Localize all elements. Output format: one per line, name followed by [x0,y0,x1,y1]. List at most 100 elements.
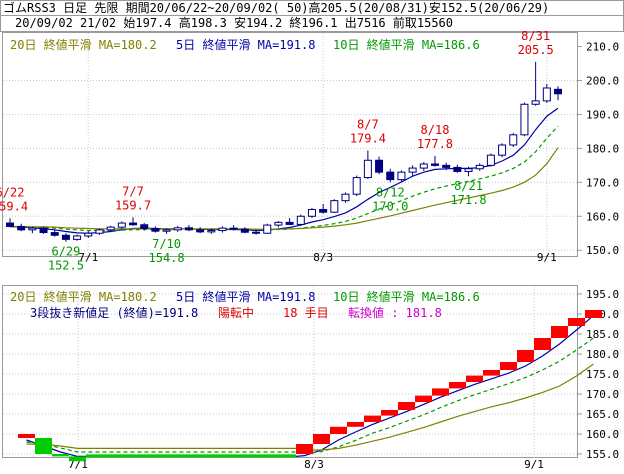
up-brick [517,350,534,362]
bottom-plot-frame [2,285,578,458]
top-y-tick-label: 170.0 [586,176,619,189]
candle-body [375,159,384,173]
candle-body [475,164,484,170]
bottom-legend-ma10: 10日 終値平滑 MA=186.6 [333,289,480,304]
bottom-ma-line-0 [26,315,594,457]
candlesticks [6,61,562,242]
bottom-x-tick-label: 7/1 [68,458,88,471]
switch-value: 転換値 : 181.8 [348,305,442,320]
brick-count: 18 手目 [283,306,329,320]
candle-body [6,222,14,227]
high-value-label: 179.4 [350,131,386,145]
price-annotations: 6/22159.47/7159.78/7179.48/18177.88/3120… [0,29,554,273]
candle-body [50,232,59,236]
up-brick [568,318,585,326]
up-brick [313,434,330,444]
candle-body [330,200,339,213]
high-date-label: 6/22 [0,185,24,199]
candle-body [95,229,104,234]
down-brick [69,456,86,462]
new-price-info-label: 3段抜き新値足 (終値)=191.8 [30,305,198,320]
candle-body [296,215,305,225]
bottom-y-tick-label: 185.0 [586,328,619,341]
top-legend-ma10: 10日 終値平滑 MA=186.6 [333,37,480,52]
top-ma-line-2 [10,147,559,230]
candle-body [554,88,562,95]
top-moving-averages [9,107,559,234]
down-brick [52,454,69,457]
up-brick [398,402,415,410]
up-brick [347,422,364,427]
bottom-y-tick-label: 160.0 [586,428,619,441]
header-line-1: ゴムRSS3 日足 先限 期間20/06/22~20/09/02( 50)高20… [0,0,624,16]
candle-body [151,227,160,232]
up-brick [585,310,602,318]
candle-body [341,193,350,202]
candle-body [173,227,182,231]
candle-body [319,208,328,213]
up-brick [381,410,398,416]
top-x-tick-label: 9/1 [537,251,557,264]
candle-body [73,235,82,240]
candle-body [542,87,551,102]
candle-body [61,234,70,240]
top-y-tick-label: 190.0 [586,108,619,121]
candle-body [39,227,48,234]
bottom-y-tick-label: 175.0 [586,368,619,381]
top-y-axis: 210.0 200.0 190.0 180.0 170.0 160.0 150.0 [578,41,619,257]
candle-body [140,224,149,229]
candle-body [17,225,26,231]
candle-body [520,103,529,136]
low-date-label: 7/10 [152,237,181,251]
candle-body [386,171,395,181]
top-plot-frame [2,32,578,257]
candle-body [229,227,238,230]
bottom-y-axis: 195.0190.0185.0180.0175.0170.0165.0160.0… [578,288,619,461]
candle-body [106,226,115,231]
bottom-legend-ma5: 5日 終値平滑 MA=191.8 [176,289,315,304]
high-value-label: 159.7 [115,198,151,212]
top-y-tick-label: 200.0 [586,75,619,88]
reversal-status: 陽転中 [218,305,254,320]
bottom-ma-line-1 [26,337,594,454]
candle-body [240,228,249,233]
candle-body [442,164,451,168]
bottom-x-tick-label: 8/3 [304,458,324,471]
bottom-y-tick-label: 180.0 [586,348,619,361]
top-x-tick-label: 7/1 [78,251,98,264]
top-legend-ma20: 20日 終値平滑 MA=180.2 [10,37,157,52]
new-price-bricks [18,310,602,462]
candle-body [363,159,372,179]
top-y-tick-label: 160.0 [586,210,619,223]
candle-body [274,221,283,226]
down-brick [35,438,52,454]
candle-body [352,177,361,195]
high-date-label: 8/7 [357,117,379,131]
top-legend-ma5: 5日 終値平滑 MA=191.8 [176,37,315,52]
candle-body [84,232,93,237]
bottom-x-tick-label: 9/1 [524,458,544,471]
candle-body [307,208,316,217]
candle-body [464,168,473,172]
top-y-tick-label: 150.0 [586,244,619,257]
low-value-label: 171.8 [450,193,486,207]
up-brick [432,388,449,396]
low-date-label: 8/12 [376,185,405,199]
bottom-y-tick-label: 195.0 [586,288,619,301]
low-value-label: 152.5 [48,259,84,273]
bottom-legend-ma20: 20日 終値平滑 MA=180.2 [10,289,157,304]
bottom-moving-averages [26,315,594,457]
up-brick [483,370,500,376]
candle-body [263,224,272,234]
top-y-tick-label: 210.0 [586,41,619,54]
up-brick [449,382,466,389]
candle-body [218,227,227,232]
candle-body [531,100,540,105]
high-value-label: 177.8 [417,137,453,151]
up-brick [534,338,551,350]
flat-down-segment [86,454,296,458]
up-brick [18,434,35,438]
top-y-tick-label: 180.0 [586,142,619,155]
candle-body [408,167,417,173]
